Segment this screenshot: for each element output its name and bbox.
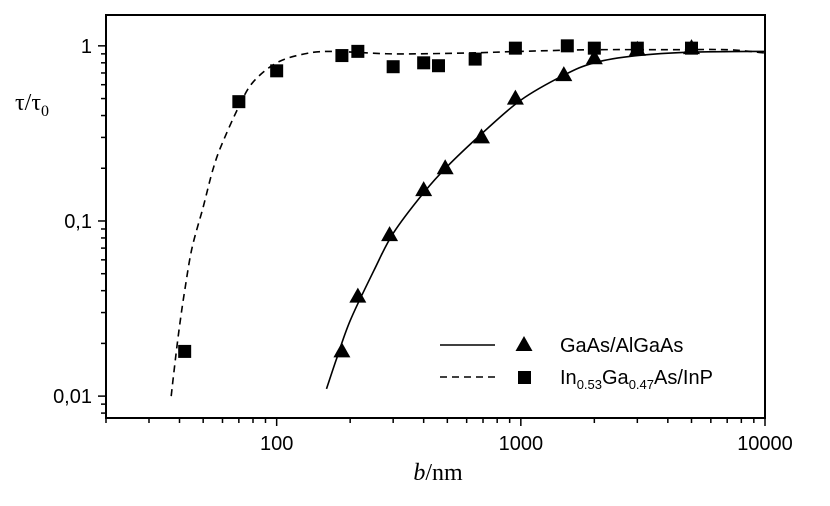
- triangle-data-point: [333, 342, 351, 358]
- square-data-point: [178, 344, 192, 358]
- square-data-point: [560, 39, 574, 53]
- plot-frame: [105, 14, 766, 419]
- square-data-point: [270, 64, 284, 78]
- x-axis-ticks: 100 1000 10000: [105, 418, 793, 455]
- legend: GaAs/AlGaAs In0.53Ga0.47As/InP: [440, 335, 713, 392]
- triangle-data-point: [349, 287, 367, 303]
- square-data-point: [587, 41, 601, 55]
- triangle-data-point: [436, 159, 454, 175]
- triangle-data-point: [585, 49, 603, 65]
- x-tick-label: 10000: [737, 433, 793, 455]
- triangle-data-point: [555, 66, 573, 82]
- x-tick-label: 100: [260, 433, 293, 455]
- square-data-point: [468, 52, 482, 66]
- triangle-data-point: [472, 128, 490, 144]
- square-data-point: [232, 95, 246, 109]
- triangle-data-point: [415, 181, 433, 197]
- data-markers: [178, 39, 700, 358]
- y-axis-ticks: 0,01 0,1 1: [53, 36, 106, 414]
- y-tick-label: 0,1: [64, 211, 92, 233]
- square-data-point: [684, 41, 698, 55]
- plot-area: 100 1000 10000 0,01 0,1 1: [53, 14, 793, 455]
- x-axis-label: b/nm: [413, 460, 463, 486]
- square-data-point: [351, 44, 365, 58]
- legend-triangle-marker: [515, 336, 533, 351]
- y-tick-label: 1: [81, 36, 92, 58]
- y-axis-label: τ/τ0: [15, 90, 49, 120]
- legend-square-marker: [518, 371, 531, 384]
- square-data-point: [417, 56, 431, 70]
- square-data-point: [630, 41, 644, 55]
- legend-label-ingaas: In0.53Ga0.47As/InP: [560, 367, 713, 392]
- gaas-fit-curve: [325, 50, 766, 390]
- x-tick-label: 1000: [499, 433, 544, 455]
- y-tick-label: 0,01: [53, 386, 92, 408]
- square-data-point: [508, 41, 522, 55]
- triangle-data-point: [506, 89, 524, 105]
- square-data-point: [335, 49, 349, 63]
- square-data-point: [431, 59, 445, 73]
- square-data-point: [386, 60, 400, 74]
- triangle-data-point: [381, 226, 399, 242]
- legend-label-gaas: GaAs/AlGaAs: [560, 335, 683, 357]
